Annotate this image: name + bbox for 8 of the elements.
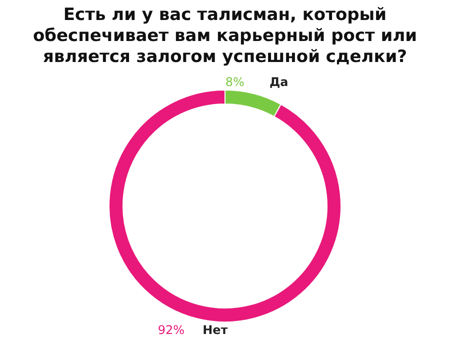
donut-slice bbox=[108, 90, 342, 322]
slice-label: Нет bbox=[202, 322, 228, 337]
data-label: 8% bbox=[225, 75, 244, 90]
data-label: 92% bbox=[158, 322, 185, 337]
slice-label: Да bbox=[269, 75, 288, 90]
text: Есть ли у вас талисман, который bbox=[63, 5, 387, 25]
text: обеспечивает вам карьерный рост или bbox=[32, 26, 418, 46]
text: является залогом успешной сделки? bbox=[42, 47, 408, 67]
